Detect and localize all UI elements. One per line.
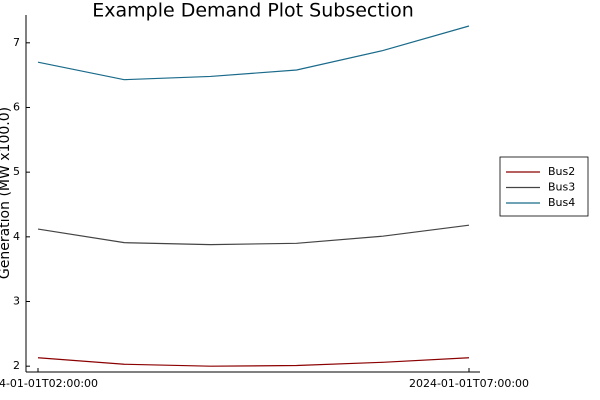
legend-box: [499, 156, 589, 217]
series-line: [37, 224, 470, 246]
y-axis-label: Generation (MW x100.0): [0, 107, 13, 279]
y-tick-label: 4: [13, 230, 20, 243]
series-line: [37, 25, 470, 81]
y-tick-label: 2: [13, 359, 20, 372]
x-tick-label: 2024-01-01T07:00:00: [409, 377, 529, 390]
y-tick-label: 6: [13, 100, 20, 113]
legend-label: Bus4: [548, 196, 575, 209]
y-tick-label: 3: [13, 295, 20, 308]
y-tick-label: 5: [13, 165, 20, 178]
legend-label: Bus3: [548, 181, 575, 194]
chart-title: Example Demand Plot Subsection: [92, 0, 414, 22]
y-tick-label: 7: [13, 36, 20, 49]
legend-label: Bus2: [548, 165, 575, 178]
x-tick-label: 2024-01-01T02:00:00: [0, 377, 98, 390]
series-line: [37, 357, 470, 367]
